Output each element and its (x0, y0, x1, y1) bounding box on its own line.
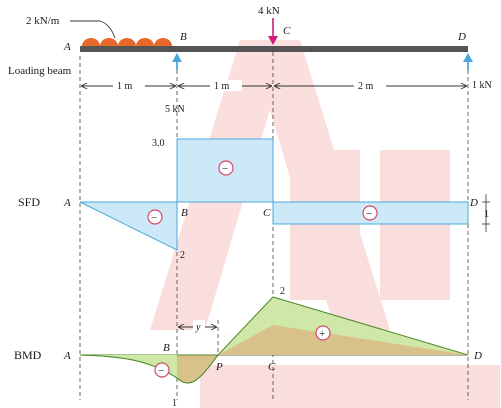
sfd-label: SFD (18, 195, 40, 209)
udl-arc-icon (82, 38, 172, 46)
beam-point-a: A (63, 41, 71, 53)
loading-beam: 2 kN/m 4 kN A B C D 5 kN 1 kN Loading be… (8, 5, 492, 115)
sfd-sign-cd-icon: − (362, 205, 378, 221)
bmd-sign-positive: + (319, 328, 325, 340)
bmd-label: BMD (14, 348, 42, 362)
reaction-arrow-icon (172, 53, 182, 70)
bmd-positive-outline (217, 296, 469, 356)
bending-moment-diagram: BMD A B P C D 2 1 y − + (14, 286, 482, 408)
span-ab-label: 1 m (117, 81, 133, 92)
reaction-d-arrow-icon (463, 53, 473, 70)
bmd-point-b: B (163, 342, 170, 354)
udl-label: 2 kN/m (26, 15, 60, 27)
span-cd-label: 2 m (358, 81, 374, 92)
point-load-arrowhead (268, 36, 278, 45)
bmd-distance-label: y (195, 322, 201, 333)
bmd-point-c: C (268, 361, 276, 373)
sfd-value-bottom: 2 (180, 250, 185, 261)
sfd-sign-cd: − (366, 208, 372, 220)
beam-point-c: C (283, 25, 291, 37)
beam-caption: Loading beam (8, 65, 72, 77)
sfd-value-right: 1 (484, 209, 489, 220)
bmd-negative-upper (80, 355, 177, 378)
sfd-sign-ab-icon: − (147, 209, 163, 225)
bmd-point-a: A (63, 350, 71, 362)
watermark (150, 40, 500, 408)
reaction-d-label: 1 kN (472, 80, 492, 91)
bmd-value-peak: 2 (280, 286, 285, 297)
sfd-point-b: B (181, 207, 188, 219)
sfd-point-d: D (469, 197, 478, 209)
bmd-value-trough: 1 (172, 398, 177, 408)
sfd-sign-ab: − (151, 212, 157, 224)
beam-point-d: D (457, 31, 466, 43)
udl-leader-line (70, 20, 116, 39)
bmd-point-p: P (215, 361, 223, 373)
span-bc-label: 1 m (214, 81, 230, 92)
watermark-block-1 (290, 150, 360, 300)
sfd-value-top: 3.0 (152, 138, 165, 149)
sfd-sign-bc: − (222, 163, 228, 175)
watermark-block-3 (200, 365, 500, 408)
beam-bar (80, 46, 468, 52)
sfd-region-ab (79, 201, 178, 251)
point-load-label: 4 kN (258, 5, 280, 17)
reaction-b-label: 5 kN (165, 104, 185, 115)
watermark-letter-a (150, 40, 390, 330)
shear-force-diagram: SFD A B C D 3.0 2 1 − − − (18, 138, 490, 261)
sfd-point-c: C (263, 207, 271, 219)
beam-point-b: B (180, 31, 187, 43)
sfd-point-a: A (63, 197, 71, 209)
bmd-sign-negative: − (158, 365, 164, 377)
watermark-block-2 (380, 150, 450, 300)
bmd-point-d: D (473, 350, 482, 362)
sign-circle-icon: − (218, 160, 234, 176)
bmd-sign-positive-icon: + (315, 325, 331, 341)
bmd-sign-negative-icon: − (154, 362, 170, 378)
bmd-positive-upper (218, 297, 468, 355)
